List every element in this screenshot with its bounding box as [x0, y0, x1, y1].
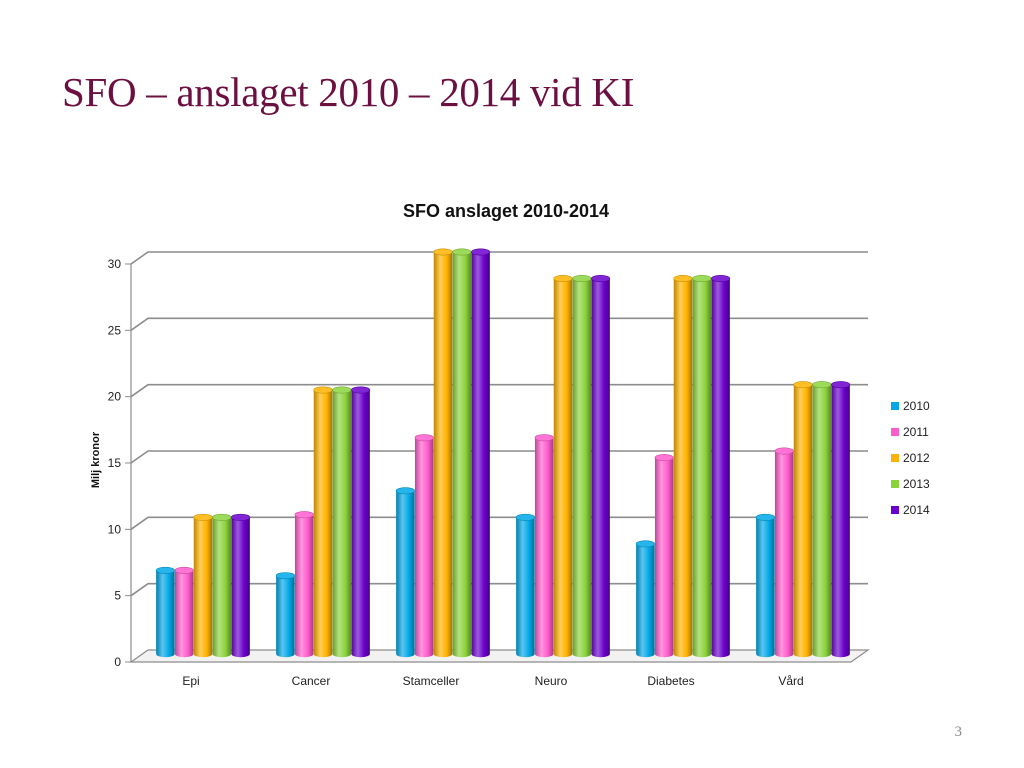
bar: [774, 447, 794, 658]
gridline: [130, 450, 868, 464]
bar: [231, 513, 251, 658]
bar: [635, 540, 655, 658]
bar: [711, 275, 731, 658]
y-tick-label: 15: [108, 456, 122, 470]
y-tick-label: 20: [108, 390, 122, 404]
legend-swatch: [891, 480, 899, 488]
legend-label: 2011: [903, 425, 929, 439]
bar: [812, 381, 832, 658]
legend-label: 2012: [903, 451, 930, 465]
legend-label: 2014: [903, 503, 930, 517]
gridline: [130, 251, 868, 265]
bar: [294, 511, 314, 658]
gridline: [130, 516, 868, 530]
bar: [471, 248, 491, 658]
x-category-label: Epi: [182, 674, 199, 688]
legend-swatch: [891, 506, 899, 514]
legend-entry: 2014: [891, 503, 930, 517]
bar: [212, 513, 232, 658]
gridline: [130, 582, 868, 597]
bar: [452, 248, 472, 658]
slide-number: 3: [954, 724, 963, 740]
bar: [313, 386, 333, 658]
legend: 2010 2011 2012 2013 2014: [891, 399, 930, 517]
bar: [332, 386, 352, 658]
y-tick-label: 0: [114, 655, 121, 669]
x-category-label: Stamceller: [403, 674, 460, 688]
y-axis-ticks: 0 5 10 15 20 25 30: [108, 257, 131, 669]
legend-label: 2013: [903, 477, 930, 491]
legend-entry: 2012: [891, 451, 930, 465]
bar: [351, 386, 371, 658]
bar: [174, 566, 194, 658]
bar: [591, 275, 611, 658]
legend-swatch: [891, 454, 899, 462]
bar: [673, 275, 693, 658]
bar: [395, 487, 415, 658]
legend-swatch: [891, 402, 899, 410]
legend-swatch: [891, 428, 899, 436]
bar: [793, 381, 813, 658]
slide-title: SFO – anslaget 2010 – 2014 vid KI: [62, 69, 635, 115]
y-axis-label: Milj kronor: [90, 431, 102, 488]
x-axis-categories: Epi Cancer Stamceller Neuro Diabetes Vård: [182, 674, 803, 688]
bar: [831, 381, 851, 658]
bar: [433, 248, 453, 658]
y-tick-label: 30: [108, 257, 122, 271]
legend-entry: 2013: [891, 477, 930, 491]
bar: [275, 572, 295, 658]
legend-entry: 2010: [891, 399, 930, 413]
bar: [534, 434, 554, 658]
bar: [155, 566, 175, 658]
legend-entry: 2011: [891, 425, 929, 439]
bar: [755, 513, 775, 658]
y-tick-label: 10: [108, 522, 122, 536]
bar: [515, 513, 535, 658]
x-category-label: Vård: [778, 674, 803, 688]
chart-title: SFO anslaget 2010-2014: [403, 201, 609, 221]
y-tick-label: 25: [108, 323, 122, 337]
gridline: [130, 383, 868, 398]
gridline: [130, 317, 868, 331]
bar: [572, 275, 592, 658]
bar: [414, 434, 434, 658]
x-category-label: Diabetes: [647, 674, 694, 688]
legend-label: 2010: [903, 399, 930, 413]
bar: [553, 275, 573, 658]
x-category-label: Cancer: [292, 674, 331, 688]
bar: [692, 275, 712, 658]
bars: [155, 248, 851, 658]
y-tick-label: 5: [114, 589, 121, 603]
bar: [654, 454, 674, 658]
bar: [193, 513, 213, 658]
x-category-label: Neuro: [535, 674, 568, 688]
